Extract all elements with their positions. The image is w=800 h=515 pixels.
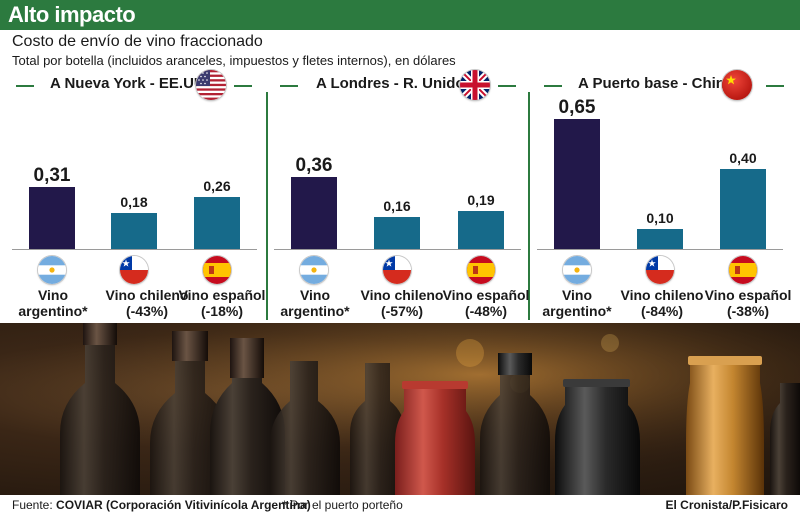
bar: [29, 187, 75, 249]
category-label: Vino español (-18%): [178, 287, 266, 319]
panel-header-london: A Londres - R. Unido: [268, 70, 530, 100]
bar: [291, 177, 337, 249]
value-label: 0,19: [467, 192, 494, 208]
spain-flag-icon: [203, 256, 231, 284]
chile-flag-icon: [383, 256, 411, 284]
argentina-flag-icon: [563, 256, 591, 284]
category-label: Vino español (-38%): [704, 287, 792, 319]
panel-separator: [266, 92, 268, 320]
title-dash: [280, 85, 298, 87]
value-label: 0,26: [203, 178, 230, 194]
spain-flag-icon: [729, 256, 757, 284]
panel-header-china: A Puerto base - China: [530, 70, 800, 100]
category-label: Vino chileno (-43%): [105, 287, 189, 319]
source-note: Fuente: COVIAR (Corporación Vitivinícola…: [12, 498, 311, 512]
argentina-flag-icon: [38, 256, 66, 284]
category-label: Vino argentino*: [18, 287, 88, 319]
bar-chart: 0,31 0,18 0,26 0,36 0,16 0,19 0,65 0,10 0,40: [12, 97, 783, 250]
panel-title-london: A Londres - R. Unido: [316, 75, 465, 92]
bar: [458, 211, 504, 249]
panel-title-china: A Puerto base - China: [578, 75, 734, 92]
category-label: Vino argentino*: [280, 287, 350, 319]
wine-bottles-photo: [0, 323, 800, 495]
uk-flag-icon: [460, 70, 490, 100]
bar: [554, 119, 600, 249]
category-label: Vino chileno (-84%): [620, 287, 704, 319]
footnote: * Por el puerto porteño: [282, 498, 403, 512]
value-label: 0,16: [383, 198, 410, 214]
value-label: 0,31: [34, 165, 71, 186]
title-dash: [16, 85, 34, 87]
chart-subtitle: Costo de envío de vino fraccionado: [12, 33, 263, 50]
value-label: 0,18: [120, 194, 147, 210]
value-label: 0,40: [729, 150, 756, 166]
category-label: Vino español (-48%): [442, 287, 530, 319]
title-dash: [234, 85, 252, 87]
bar: [637, 229, 683, 249]
chile-flag-icon: [120, 256, 148, 284]
value-label: 0,36: [296, 155, 333, 176]
title-dash: [498, 85, 516, 87]
footer: Fuente: COVIAR (Corporación Vitivinícola…: [0, 495, 800, 515]
header-bar: Alto impacto: [0, 0, 800, 30]
category-label: Vino chileno (-57%): [360, 287, 444, 319]
argentina-flag-icon: [300, 256, 328, 284]
category-label: Vino argentino*: [542, 287, 612, 319]
title-dash: [544, 85, 562, 87]
china-flag-icon: [722, 70, 752, 100]
panel-header-new-york: A Nueva York - EE.UU.: [0, 70, 266, 100]
page-title: Alto impacto: [8, 2, 136, 27]
panel-title-new-york: A Nueva York - EE.UU.: [50, 75, 209, 92]
bar: [194, 197, 240, 249]
credit: El Cronista/P.Fisicaro: [665, 498, 789, 512]
bar: [720, 169, 766, 249]
bar: [374, 217, 420, 249]
usa-flag-icon: [196, 70, 226, 100]
title-dash: [766, 85, 784, 87]
bar: [111, 213, 157, 249]
value-label: 0,65: [559, 97, 596, 118]
chart-note: Total por botella (incluidos aranceles, …: [12, 53, 456, 68]
chile-flag-icon: [646, 256, 674, 284]
panel-separator: [528, 92, 530, 320]
value-label: 0,10: [646, 210, 673, 226]
spain-flag-icon: [467, 256, 495, 284]
